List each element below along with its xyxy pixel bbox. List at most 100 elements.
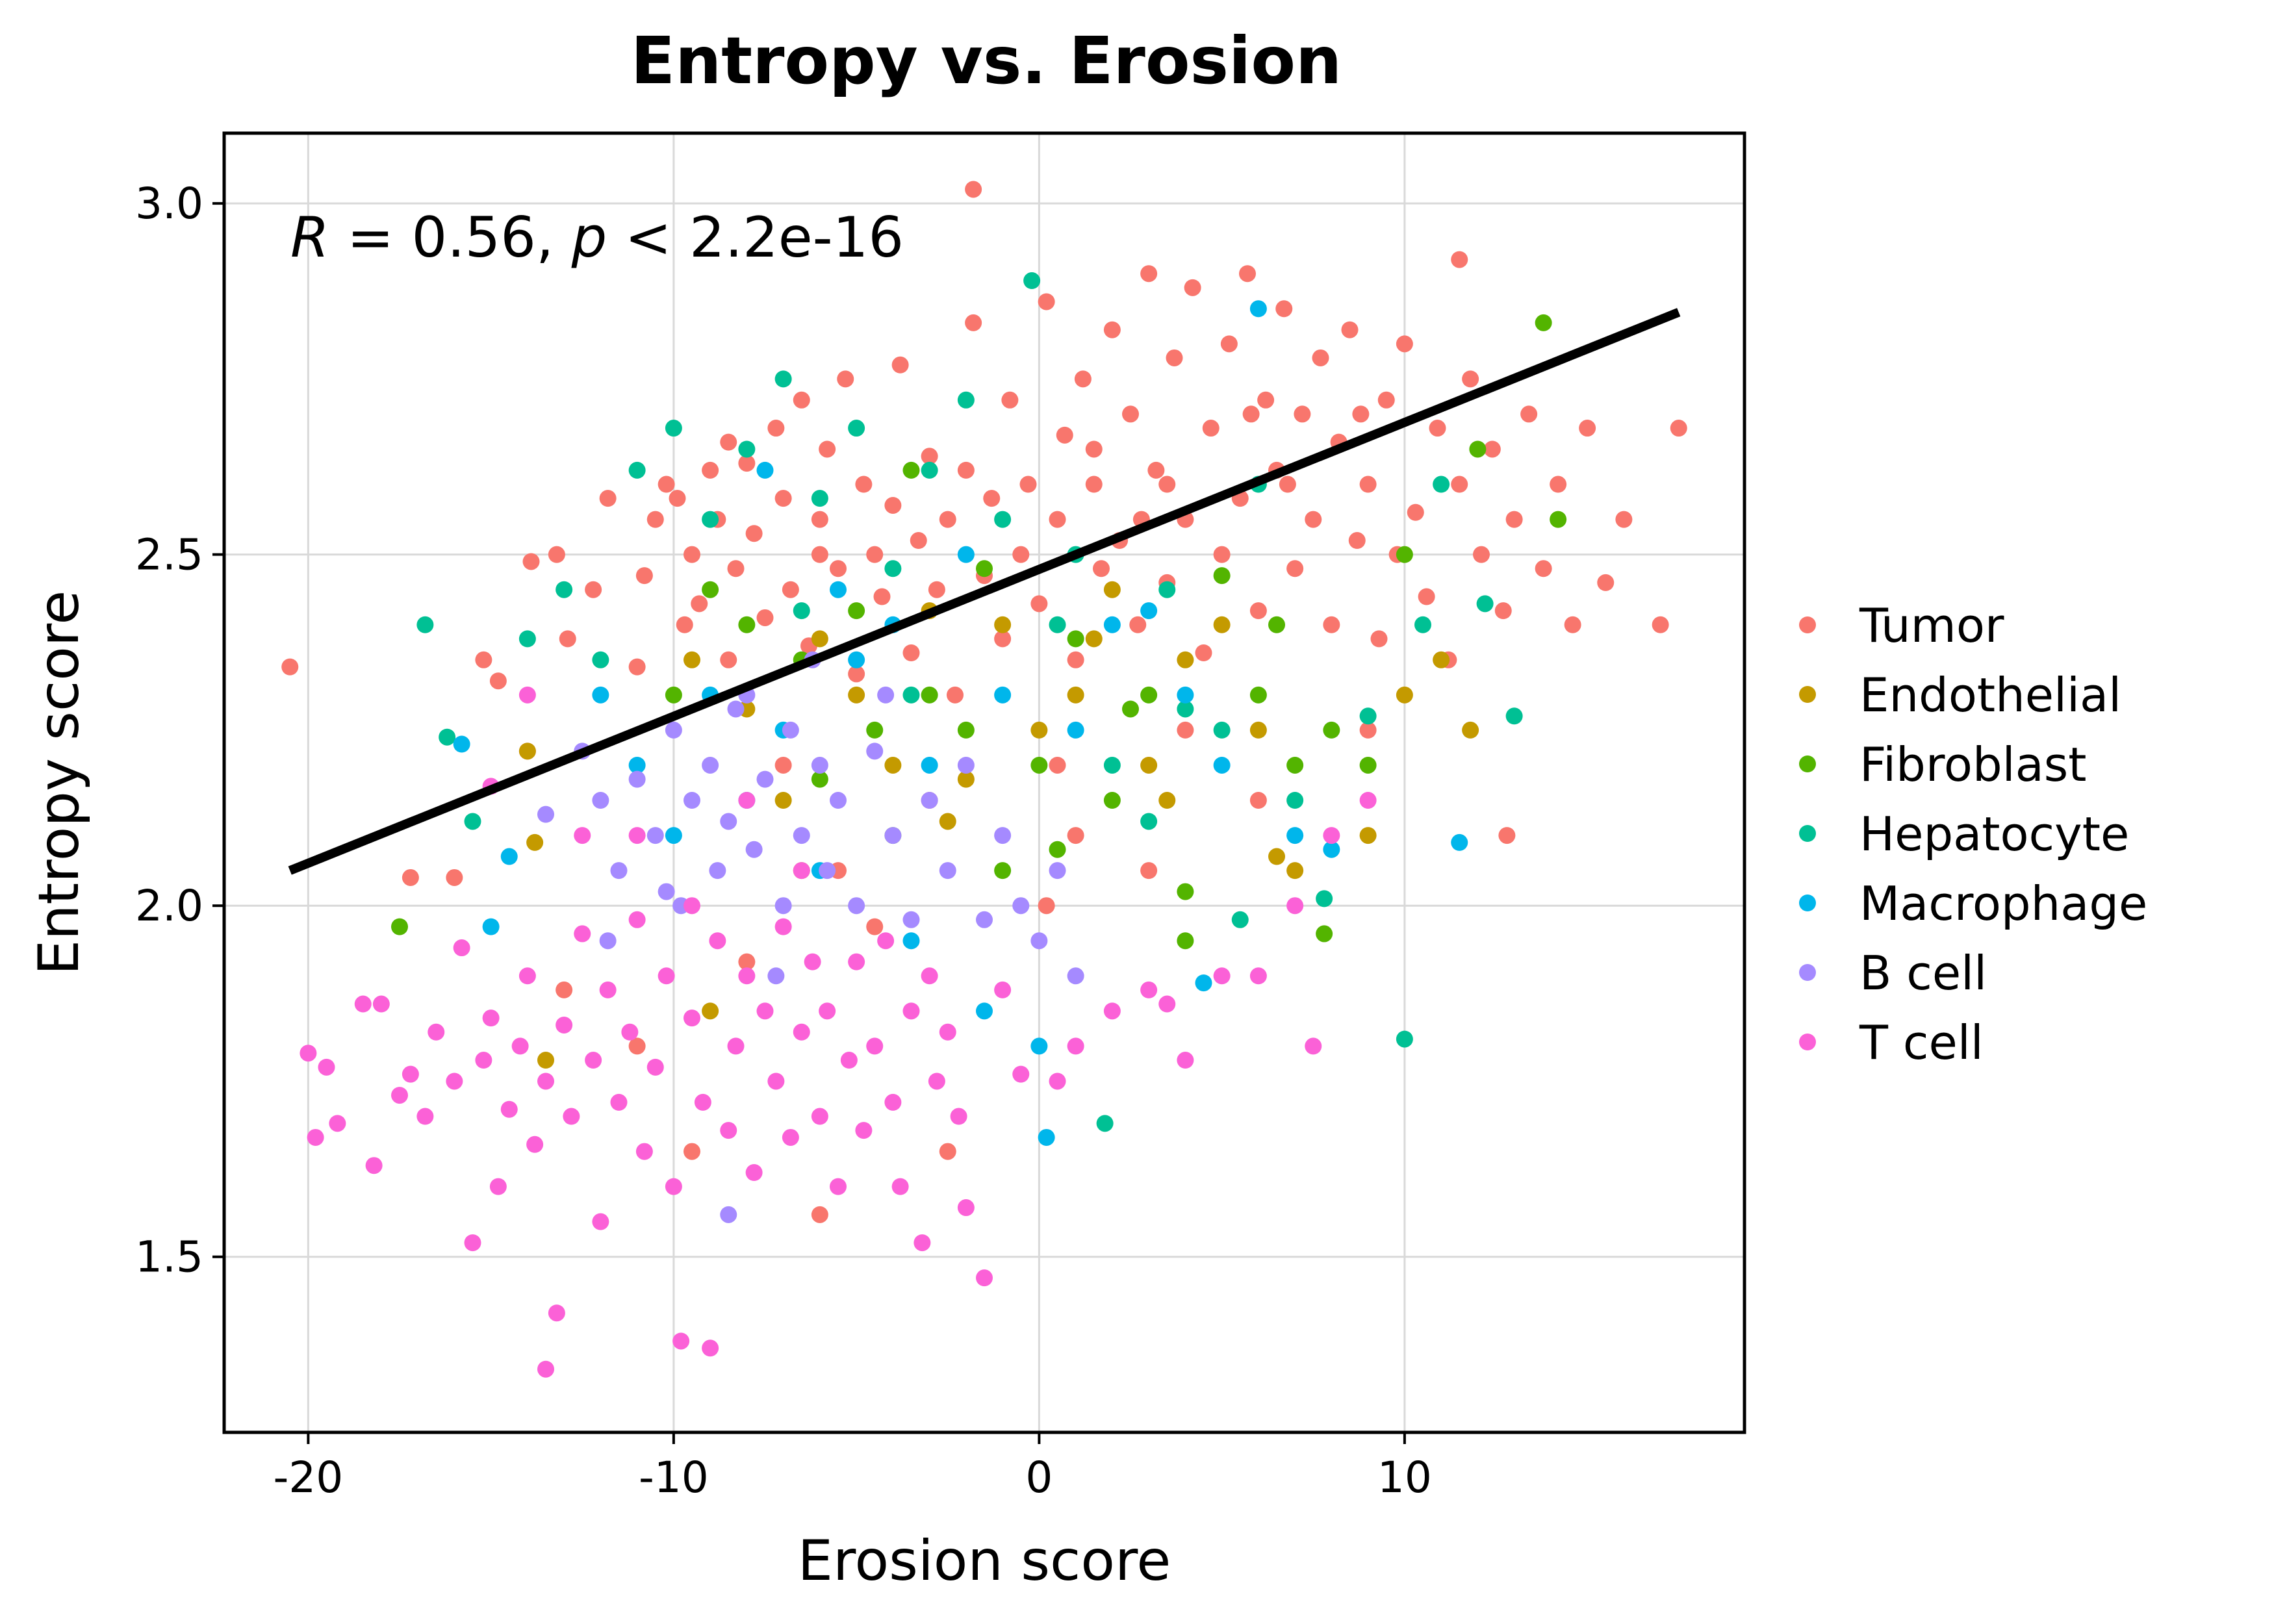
data-point [866, 721, 884, 739]
y-axis-ticks: 1.5 2.0 2.5 3.0 [135, 179, 224, 1282]
data-point [957, 721, 975, 739]
data-point [1177, 932, 1194, 950]
data-point [848, 420, 865, 437]
data-point [994, 686, 1012, 704]
data-point [372, 995, 390, 1013]
data-point [994, 511, 1012, 528]
data-point [281, 658, 299, 676]
data-point [819, 1002, 836, 1020]
data-point [1177, 686, 1194, 704]
data-point [628, 770, 646, 788]
data-point [537, 806, 554, 823]
data-point [635, 1143, 653, 1160]
data-point [727, 560, 745, 577]
data-point [709, 932, 726, 950]
data-point [1158, 792, 1176, 809]
data-point [1049, 862, 1066, 880]
data-point [453, 939, 470, 957]
data-point [939, 511, 956, 528]
data-point [939, 1143, 956, 1160]
data-point [1213, 967, 1231, 985]
data-point [983, 490, 1001, 507]
data-point [1103, 1002, 1121, 1020]
data-point [537, 1072, 554, 1090]
data-point [1038, 293, 1055, 311]
data-point [1177, 721, 1194, 739]
data-point [1085, 476, 1103, 493]
data-point [556, 981, 573, 998]
data-point [1195, 974, 1212, 992]
data-point [1030, 595, 1048, 613]
data-point [848, 651, 865, 668]
data-point [391, 1087, 408, 1104]
data-point [610, 1093, 628, 1111]
data-point [1286, 862, 1304, 880]
data-point [884, 1093, 902, 1111]
data-point [658, 883, 675, 900]
data-point [1294, 405, 1311, 423]
x-axis-title: Erosion score [798, 1529, 1171, 1593]
data-point [1184, 279, 1201, 296]
data-point [957, 391, 975, 409]
legend-label: Hepatocyte [1859, 807, 2129, 861]
data-point [950, 1108, 967, 1125]
legend-label: B cell [1859, 946, 1987, 1000]
data-point [957, 546, 975, 563]
data-point [1213, 567, 1231, 585]
data-point [1001, 391, 1019, 409]
data-point [1505, 511, 1523, 528]
data-point [1177, 1052, 1194, 1069]
data-point [913, 1234, 931, 1252]
data-point [884, 827, 902, 844]
data-point [307, 1128, 324, 1146]
data-point [702, 511, 719, 528]
data-point [939, 862, 956, 880]
legend-item: Fibroblast [1799, 737, 2087, 792]
data-point [702, 1002, 719, 1020]
data-point [957, 1199, 975, 1217]
data-point [658, 476, 675, 493]
data-point [1085, 630, 1103, 648]
data-point [1323, 827, 1340, 844]
data-point [1483, 440, 1501, 458]
y-axis-title: Entropy score [27, 590, 92, 976]
data-point [1177, 651, 1194, 668]
regression-line [288, 308, 1681, 875]
data-point [592, 792, 609, 809]
data-point [1341, 321, 1359, 338]
data-point [574, 827, 591, 844]
data-point [745, 841, 763, 858]
data-point [599, 490, 617, 507]
data-point [976, 1002, 993, 1020]
data-point [976, 1269, 993, 1287]
data-point [811, 630, 828, 648]
data-point [1494, 602, 1512, 620]
data-point [1231, 911, 1249, 928]
data-point [884, 496, 902, 514]
data-point [1359, 721, 1377, 739]
data-point [522, 553, 540, 570]
data-point [1316, 890, 1333, 907]
data-point [830, 792, 847, 809]
data-point [793, 602, 810, 620]
data-point [1023, 272, 1041, 290]
data-point [563, 1108, 580, 1125]
data-point [585, 1052, 602, 1069]
data-point [830, 581, 847, 598]
data-point [621, 1023, 639, 1041]
data-point [1049, 511, 1066, 528]
data-point [489, 672, 507, 690]
data-point [848, 602, 865, 620]
legend-label: Fibroblast [1859, 737, 2087, 792]
data-point [1122, 700, 1139, 718]
data-point [866, 742, 884, 760]
data-point [1462, 721, 1479, 739]
y-tick-label: 2.5 [135, 530, 203, 580]
data-point [902, 686, 920, 704]
data-point [1279, 476, 1296, 493]
legend-label: Macrophage [1859, 876, 2147, 931]
data-point [921, 448, 938, 465]
data-point [1067, 630, 1084, 648]
data-point [811, 756, 828, 774]
data-point [683, 651, 700, 668]
